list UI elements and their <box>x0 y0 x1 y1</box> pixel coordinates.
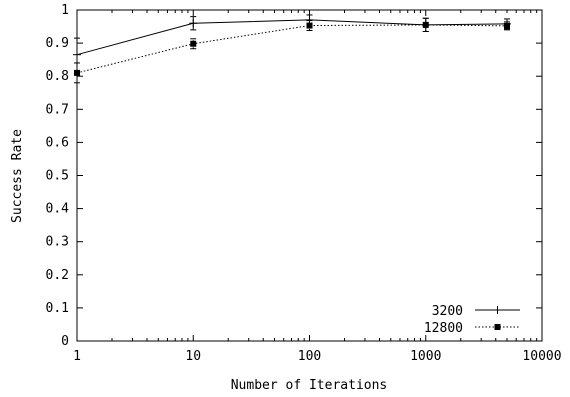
y-tick-label: 0.5 <box>46 169 69 184</box>
legend-label: 12800 <box>424 321 463 336</box>
ticks-layer: 0 0.1 0.2 0.3 0.4 0.5 0.6 0.7 0.8 0.9 1 1 10 100 1000 1… <box>46 3 562 364</box>
data-point <box>306 22 313 29</box>
legend-marker <box>494 324 501 330</box>
legend-marker <box>493 306 502 314</box>
plot-frame <box>76 9 543 342</box>
legend-label: 3200 <box>432 304 463 319</box>
y-tick-label: 0.3 <box>46 235 69 250</box>
series-12800 <box>74 17 511 84</box>
error-bar <box>422 17 429 33</box>
series-layer <box>73 14 512 84</box>
x-tick-label: 10000 <box>522 349 561 364</box>
data-point <box>422 21 429 28</box>
x-axis-label: Number of Iterations <box>231 378 388 393</box>
y-tick-label: 0.2 <box>46 268 69 283</box>
x-tick-label: 100 <box>298 349 321 364</box>
y-axis-label: Success Rate <box>10 129 25 223</box>
y-tick-label: 0.8 <box>46 69 69 84</box>
y-tick-label: 1 <box>61 3 69 18</box>
legend: 3200 12800 <box>424 304 520 336</box>
y-tick-label: 0.9 <box>46 36 69 51</box>
x-tick-label: 10 <box>185 349 201 364</box>
error-bar <box>74 62 80 84</box>
y-tick-label: 0.1 <box>46 301 69 316</box>
data-point <box>189 19 198 28</box>
x-tick-label: 1 <box>73 349 81 364</box>
data-point <box>73 50 81 59</box>
y-tick-label: 0.4 <box>46 202 70 217</box>
x-tick-label: 1000 <box>410 349 441 364</box>
data-point <box>190 40 197 47</box>
data-point <box>504 22 511 29</box>
y-tick-label: 0.7 <box>46 102 69 117</box>
data-point <box>74 69 80 76</box>
y-tick-label: 0 <box>61 334 69 349</box>
y-tick-label: 0.6 <box>46 135 69 150</box>
